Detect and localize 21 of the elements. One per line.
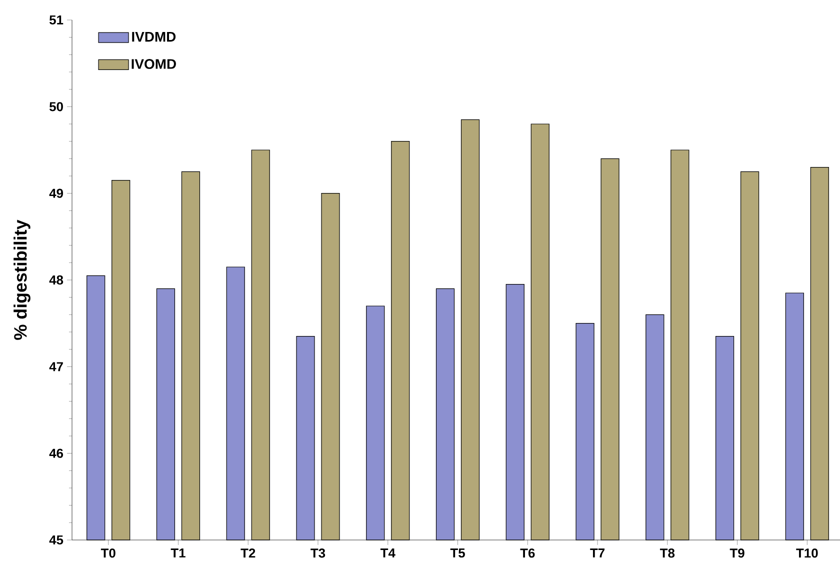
x-tick-label: T9: [730, 548, 744, 558]
legend-label: IVDMD: [132, 32, 176, 42]
x-tick-label: T3: [310, 548, 326, 558]
x-tick-label: T4: [380, 548, 396, 558]
x-tick-label: T2: [240, 548, 256, 558]
y-tick-label: 48: [49, 275, 64, 285]
x-tick-label: T8: [660, 548, 675, 558]
x-tick-label: T6: [520, 548, 535, 558]
y-axis-title: % digestibility: [14, 220, 30, 340]
y-tick-label: 50: [49, 102, 63, 112]
y-tick-label: 45: [49, 535, 64, 545]
x-tick-label: T0: [100, 548, 116, 558]
legend-label: IVOMD: [132, 59, 176, 69]
x-tick-label: T1: [170, 548, 186, 558]
x-tick-label: T5: [450, 548, 465, 558]
x-tick-label: T10: [796, 548, 818, 558]
x-tick-label: T7: [590, 548, 605, 558]
y-tick-label: 46: [49, 448, 64, 458]
y-tick-label: 49: [49, 188, 64, 198]
y-tick-label: 51: [49, 15, 64, 25]
y-tick-label: 47: [49, 362, 63, 372]
